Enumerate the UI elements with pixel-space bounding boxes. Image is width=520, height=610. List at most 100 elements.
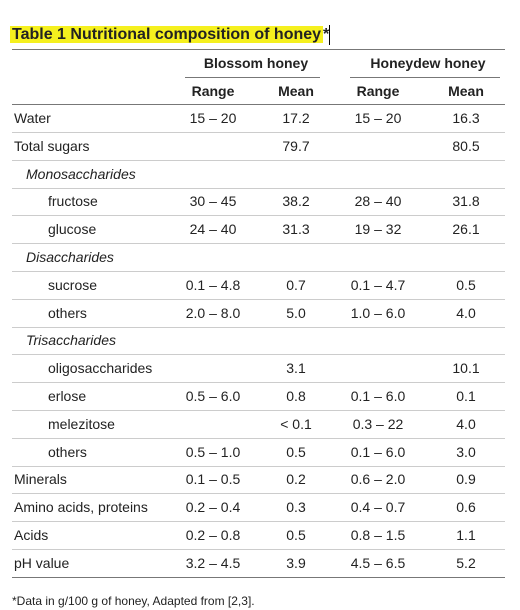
row-label: glucose bbox=[48, 221, 97, 238]
rule bbox=[12, 437, 505, 439]
cell: 0.5 – 6.0 bbox=[185, 388, 241, 404]
cell: 4.5 – 6.5 bbox=[350, 554, 406, 571]
cell: 17.2 bbox=[282, 110, 310, 126]
rule bbox=[12, 493, 505, 495]
rule bbox=[185, 77, 320, 78]
cell: 0.4 – 0.7 bbox=[350, 499, 406, 516]
rule bbox=[12, 298, 505, 300]
cell: 0.5 bbox=[286, 443, 306, 460]
rule bbox=[12, 187, 505, 189]
cell: 10.1 bbox=[452, 360, 480, 377]
rule bbox=[12, 382, 505, 384]
title-text: Table 1 Nutritional composition of honey bbox=[10, 26, 324, 43]
rule bbox=[12, 271, 505, 272]
row-label: others bbox=[48, 304, 87, 321]
cell: 0.3 – 22 bbox=[352, 415, 404, 432]
cell: 0.2 – 0.4 bbox=[185, 499, 241, 516]
group-label: Monosaccharides bbox=[26, 165, 136, 182]
cell: 1.0 – 6.0 bbox=[350, 304, 406, 321]
column-header: Range bbox=[191, 83, 235, 99]
cell: 31.8 bbox=[452, 193, 480, 210]
cell: 4.0 bbox=[456, 304, 476, 321]
cell: 0.7 bbox=[286, 276, 306, 293]
cell: 15 – 20 bbox=[189, 110, 237, 126]
rule bbox=[12, 243, 505, 245]
text-cursor bbox=[329, 24, 331, 45]
footnote: *Data in g/100 g of honey, Adapted from … bbox=[12, 593, 255, 608]
group-header: Honeydew honey bbox=[370, 55, 486, 71]
cell: 3.2 – 4.5 bbox=[185, 554, 241, 571]
column-header: Mean bbox=[278, 83, 314, 99]
row-label: oligosaccharides bbox=[48, 360, 153, 377]
rule bbox=[12, 549, 505, 550]
column-header: Mean bbox=[448, 83, 484, 99]
row-label: erlose bbox=[48, 388, 87, 404]
cell: 28 – 40 bbox=[354, 193, 402, 210]
row-label: sucrose bbox=[48, 276, 98, 293]
cell: 31.3 bbox=[282, 221, 310, 238]
row-label: Total sugars bbox=[14, 137, 90, 154]
column-header: Range bbox=[356, 83, 400, 99]
row-label: Minerals bbox=[14, 471, 67, 488]
cell: 80.5 bbox=[452, 137, 480, 154]
row-label: Amino acids, proteins bbox=[14, 499, 148, 516]
cell: 3.0 bbox=[456, 443, 476, 460]
cell: 3.1 bbox=[286, 360, 306, 377]
cell: 0.2 bbox=[286, 471, 306, 488]
row-label: melezitose bbox=[48, 415, 115, 432]
cell: 19 – 32 bbox=[354, 221, 402, 238]
row-label: Acids bbox=[14, 527, 49, 543]
cell: 0.5 bbox=[286, 527, 306, 543]
rule bbox=[12, 104, 505, 105]
rule bbox=[12, 354, 505, 356]
rule bbox=[12, 326, 505, 328]
cell: 0.6 – 2.0 bbox=[350, 471, 406, 488]
rule bbox=[12, 49, 505, 50]
row-label: pH value bbox=[14, 554, 70, 571]
row-label: fructose bbox=[48, 193, 98, 210]
cell: 26.1 bbox=[452, 221, 480, 238]
rule bbox=[12, 132, 505, 133]
cell: 0.1 bbox=[456, 388, 476, 404]
cell: 4.0 bbox=[456, 415, 476, 432]
table-title: Table 1 Nutritional composition of honey… bbox=[10, 24, 331, 46]
row-label: Water bbox=[14, 110, 51, 126]
cell: 0.1 – 4.7 bbox=[350, 276, 406, 293]
group-label: Disaccharides bbox=[26, 249, 114, 265]
cell: 2.0 – 8.0 bbox=[185, 304, 241, 321]
cell: 0.5 – 1.0 bbox=[185, 443, 241, 460]
cell: 30 – 45 bbox=[189, 193, 237, 210]
title-mark: * bbox=[323, 26, 330, 43]
cell: 79.7 bbox=[282, 137, 310, 154]
cell: 0.3 bbox=[286, 499, 306, 516]
cell: 0.5 bbox=[456, 276, 476, 293]
cell: 0.9 bbox=[456, 471, 476, 488]
cell: 0.1 – 6.0 bbox=[350, 443, 406, 460]
rule bbox=[12, 521, 505, 523]
cell: 0.1 – 0.5 bbox=[185, 471, 241, 488]
cell: < 0.1 bbox=[280, 415, 312, 432]
cell: 1.1 bbox=[456, 527, 476, 543]
rule bbox=[12, 410, 505, 411]
rule bbox=[12, 465, 505, 467]
cell: 0.2 – 0.8 bbox=[185, 527, 241, 543]
rule bbox=[12, 159, 505, 161]
cell: 5.0 bbox=[286, 304, 306, 321]
group-label: Trisaccharides bbox=[26, 332, 116, 349]
cell: 0.6 bbox=[456, 499, 476, 516]
cell: 16.3 bbox=[452, 110, 480, 126]
rule bbox=[12, 215, 505, 217]
rule bbox=[350, 77, 500, 78]
cell: 15 – 20 bbox=[354, 110, 402, 126]
row-label: others bbox=[48, 443, 87, 460]
cell: 0.8 – 1.5 bbox=[350, 527, 406, 543]
group-header: Blossom honey bbox=[203, 55, 309, 71]
cell: 0.1 – 4.8 bbox=[185, 276, 241, 293]
cell: 24 – 40 bbox=[189, 221, 237, 238]
cell: 5.2 bbox=[456, 554, 476, 571]
rule bbox=[12, 576, 505, 578]
cell: 3.9 bbox=[286, 554, 306, 571]
cell: 0.8 bbox=[286, 388, 306, 404]
cell: 0.1 – 6.0 bbox=[350, 388, 406, 404]
cell: 38.2 bbox=[282, 193, 310, 210]
